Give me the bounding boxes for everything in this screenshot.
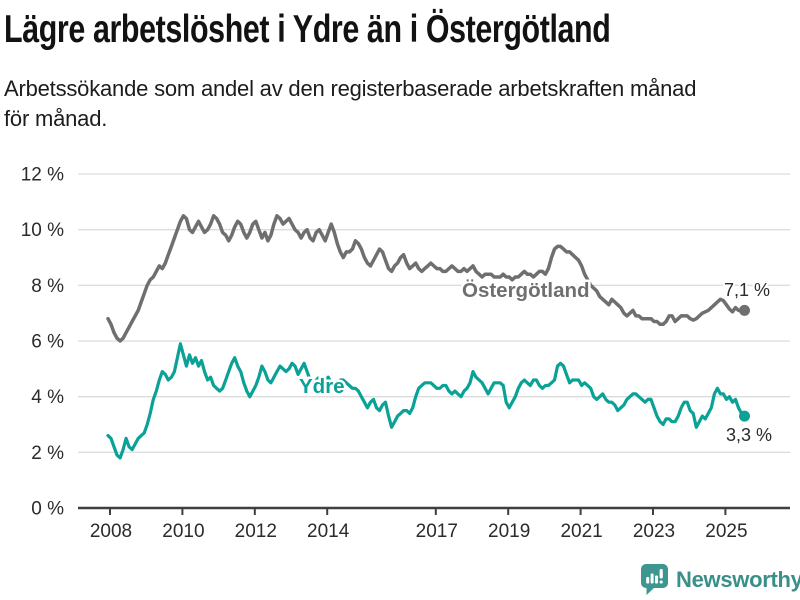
x-axis-label: 2019 bbox=[488, 521, 530, 542]
end-dot-ydre bbox=[739, 410, 750, 422]
y-axis-label: 6 % bbox=[31, 332, 64, 353]
x-axis-label: 2021 bbox=[560, 521, 602, 542]
bubble-shape bbox=[641, 564, 668, 595]
page-title: Lägre arbetslöshet i Ydre än i Östergötl… bbox=[4, 8, 611, 51]
chart-subtitle: Arbetssökande som andel av den registerb… bbox=[4, 74, 696, 134]
newsworthy-logo-text: Newsworthy bbox=[676, 566, 800, 592]
newsworthy-logo: Newsworthy bbox=[640, 563, 800, 596]
newsworthy-chart-bubble-icon bbox=[641, 564, 668, 595]
x-axis-label: 2012 bbox=[235, 521, 277, 542]
line-ostergotland bbox=[106, 214, 747, 343]
subtitle-line-1: Arbetssökande som andel av den registerb… bbox=[4, 76, 697, 101]
line-ydre bbox=[106, 342, 747, 460]
y-axis-label: 12 % bbox=[21, 165, 64, 186]
x-axis-label: 2025 bbox=[705, 521, 747, 542]
x-axis-label: 2017 bbox=[416, 521, 458, 542]
y-axis-label: 2 % bbox=[31, 443, 64, 464]
subtitle-line-2: för månad. bbox=[4, 106, 108, 131]
x-axis-label: 2014 bbox=[307, 521, 350, 542]
end-value-label-ydre: 3,3 % bbox=[726, 425, 772, 445]
x-axis-label: 2023 bbox=[633, 521, 675, 542]
series-label-ostergotland: Östergötland bbox=[462, 279, 590, 302]
y-axis-label: 8 % bbox=[31, 276, 64, 297]
end-value-label-ostergotland: 7,1 % bbox=[724, 280, 770, 300]
y-axis-label: 0 % bbox=[31, 499, 64, 520]
x-axis-label: 2008 bbox=[90, 521, 132, 542]
y-axis-label: 10 % bbox=[21, 220, 64, 241]
y-axis-label: 4 % bbox=[31, 387, 64, 408]
series-label-ydre: Ydre bbox=[299, 375, 345, 398]
x-axis-label: 2010 bbox=[162, 521, 204, 542]
end-dot-ostergotland bbox=[739, 304, 750, 316]
